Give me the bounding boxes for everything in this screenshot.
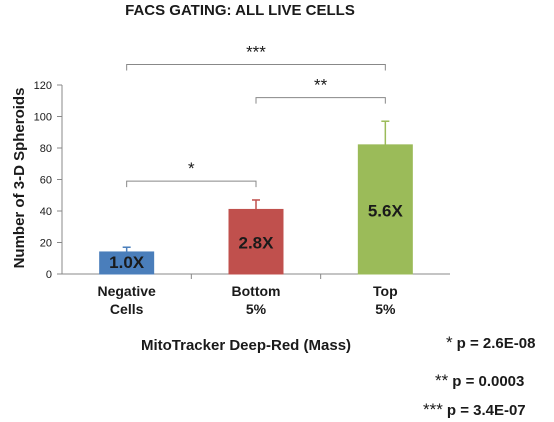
y-tick-label: 0 [46,269,52,281]
p-value-stars: ** [435,371,449,390]
p-value-entry: *** p = 3.4E-07 [423,400,526,420]
p-value-text: p = 3.4E-07 [446,402,526,419]
y-tick-label: 120 [34,80,52,92]
axes: 0 20 40 60 80 100 120 Negative Cells Bottom 5% Top 5… [34,80,450,317]
significance-brackets: ****** [126,43,386,188]
x-axis-label: MitoTracker Deep-Red (Mass) [141,337,351,354]
x-tick-label: Bottom [232,283,281,299]
significance-stars: *** [246,43,266,62]
x-tick-label: Top [373,283,398,299]
significance-bracket [126,64,386,71]
bar-value-label: 1.0X [109,253,145,272]
bar [228,208,284,275]
x-tick-sublabel: 5% [375,301,396,317]
y-tick-label: 60 [40,175,52,187]
significance-stars: ** [314,76,328,95]
significance-bracket [126,180,257,188]
bar [357,144,413,275]
x-tick-label: Negative [97,283,156,299]
y-tick-label: 100 [34,112,52,124]
y-tick-label: 40 [40,206,52,218]
p-value-entry: * p = 2.6E-08 [446,333,535,353]
significance-stars: * [188,159,195,178]
x-tick-sublabel: 5% [246,301,267,317]
y-axis-label: Number of 3-D Spheroids [11,88,28,269]
bar-value-label: 5.6X [368,201,404,220]
significance-bracket [255,97,386,104]
bar-value-label: 2.8X [239,234,275,253]
p-value-stars: * [446,333,453,352]
chart-title: FACS GATING: ALL LIVE CELLS [125,2,355,19]
y-tick-label: 20 [40,238,52,250]
p-value-text: p = 2.6E-08 [456,335,536,352]
y-tick-label: 80 [40,143,52,155]
p-value-text: p = 0.0003 [452,373,525,390]
x-tick-sublabel: Cells [110,301,144,317]
bars: 1.0X 2.8X 5.6X [99,120,413,275]
p-value-stars: *** [423,400,443,419]
p-value-entry: ** p = 0.0003 [435,371,524,391]
